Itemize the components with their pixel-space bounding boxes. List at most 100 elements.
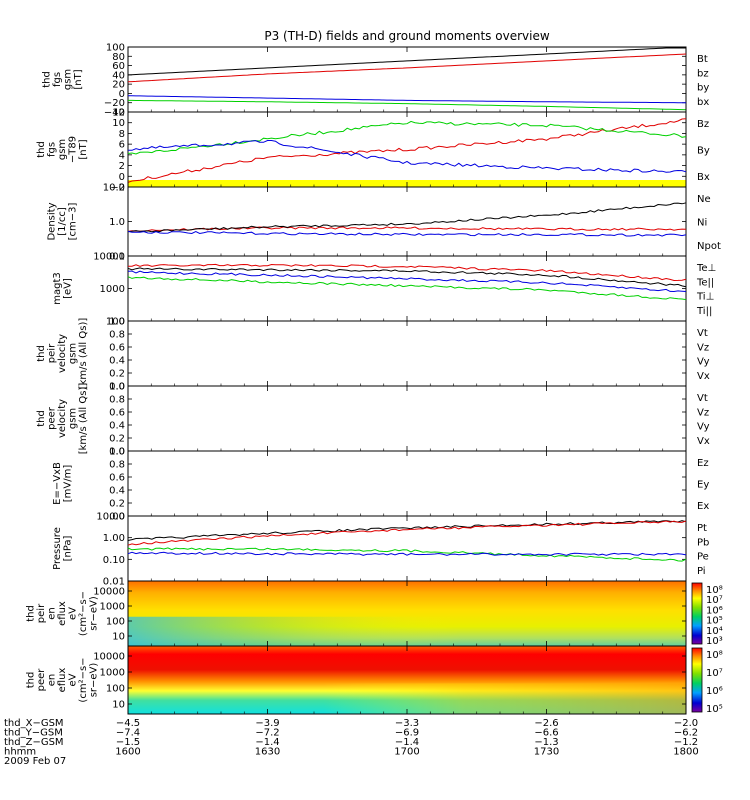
series-density-8 xyxy=(127,202,687,233)
chart-title: P3 (TH-D) fields and ground moments over… xyxy=(264,29,549,43)
y-axis-label: Pressure[nPa] xyxy=(52,527,74,570)
y-tick-label: 100 xyxy=(106,317,125,328)
ephemeris-value: −1.2 xyxy=(674,737,698,748)
legend-entry: Bx xyxy=(697,172,710,183)
ephemeris-value: 1700 xyxy=(394,747,419,758)
y-axis-label: E=−VxB[mV/m] xyxy=(52,462,74,505)
legend-entry: Bt xyxy=(697,54,708,65)
y-tick-label: 10000 xyxy=(93,652,125,663)
y-tick-label: −20 xyxy=(104,98,125,109)
colorbar-label: 10⁵ xyxy=(706,616,723,627)
series-fgs-3 xyxy=(128,95,686,104)
ephemeris-value: −3.9 xyxy=(255,718,279,729)
ephemeris-row-label: thd_Y−GSM xyxy=(4,728,63,739)
legend-entry: By xyxy=(697,146,710,157)
colorbar-label: 10³ xyxy=(706,636,723,647)
legend-entry: Npot xyxy=(697,241,721,252)
y-tick-label: 0.2 xyxy=(109,499,125,510)
series-pressure-17 xyxy=(127,551,687,556)
y-tick-label: 0.2 xyxy=(109,369,125,380)
colorbar-label: 10⁶ xyxy=(706,605,723,616)
y-tick-label: 1000 xyxy=(100,602,125,613)
y-tick-label: 40 xyxy=(112,70,125,81)
ephemeris-row-label: thd_X−GSM xyxy=(4,718,64,729)
panel-frame xyxy=(127,255,687,322)
legend-entry: Pi xyxy=(697,566,706,577)
y-tick-label: 20 xyxy=(112,80,125,91)
ephemeris-value: −7.4 xyxy=(116,728,140,739)
y-axis-label: Density[1/cc][cm−3] xyxy=(47,202,79,240)
series-temperature-12 xyxy=(127,270,687,293)
y-tick-label: 0.0 xyxy=(109,382,125,393)
y-tick-label: 1.00 xyxy=(103,533,125,544)
panel-temperature: 10000 1000 100 magt3[eV] Te⊥ Te|| Ti⊥ Ti|| xyxy=(52,252,717,328)
ephemeris-row-label: hhmm xyxy=(4,747,36,758)
legend-entry: Vt xyxy=(697,328,708,339)
y-tick-label: −40 xyxy=(104,108,125,119)
y-tick-label: 0.0 xyxy=(109,512,125,523)
y-tick-label: 1.0 xyxy=(109,317,125,328)
colorbar-label: 10⁵ xyxy=(706,704,723,715)
y-tick-label: 0.8 xyxy=(109,330,125,341)
y-tick-label: 10.00 xyxy=(96,512,125,523)
y-tick-label: 0.4 xyxy=(109,356,125,367)
y-tick-label: 0.0 xyxy=(109,447,125,458)
y-tick-label: 0.6 xyxy=(109,473,125,484)
series-fgs-1 xyxy=(127,53,687,83)
legend-entry: Ti⊥ xyxy=(696,292,714,303)
y-tick-label: 10 xyxy=(112,700,125,711)
legend-entry: Ex xyxy=(697,501,709,512)
y-tick-label: 1.0 xyxy=(109,382,125,393)
colorbar-label: 10⁸ xyxy=(706,650,723,661)
series-fgs-0 xyxy=(127,47,686,76)
panel-frame xyxy=(127,186,687,257)
y-tick-label: 0.6 xyxy=(109,408,125,419)
series-fgs_t89-6 xyxy=(128,140,687,173)
y-tick-label: 0.6 xyxy=(109,343,125,354)
y-tick-label: 0.4 xyxy=(109,421,125,432)
panel-frame xyxy=(127,450,687,517)
legend-entry: Ni xyxy=(697,218,707,229)
y-tick-label: 100 xyxy=(106,684,125,695)
y-tick-label: 10000 xyxy=(93,587,125,598)
series-pressure-16 xyxy=(127,547,687,562)
legend-entry: bz xyxy=(697,68,709,79)
y-tick-label: 100 xyxy=(106,43,125,54)
ephemeris-value: 1630 xyxy=(255,747,280,758)
ephemeris-value: −6.2 xyxy=(674,728,698,739)
y-tick-label: 1000 xyxy=(100,668,125,679)
series-fgs-2 xyxy=(128,99,687,111)
legend-entry: Ne xyxy=(697,194,711,205)
y-tick-label: 10 xyxy=(112,632,125,643)
ephemeris-row-label: thd_Z−GSM xyxy=(4,737,64,748)
series-fgs_t89-5 xyxy=(127,120,687,155)
series-pressure-15 xyxy=(127,520,687,546)
ephemeris-value: −1.4 xyxy=(255,737,279,748)
y-tick-label: 0.8 xyxy=(109,460,125,471)
legend-entry: Pe xyxy=(697,552,709,563)
x-axis-ephemeris: thd_X−GSM −4.5 −3.9 −3.3 −2.6 −2.0 thd_Y−GSM −7… xyxy=(4,47,699,767)
panel-frame xyxy=(127,320,687,387)
legend-entry: Ti|| xyxy=(696,306,712,317)
series-density-9 xyxy=(127,230,687,237)
y-tick-label: 1.0 xyxy=(109,447,125,458)
y-axis-label: thdpeirenefluxeV(cm²−s−sr−eV) xyxy=(26,591,100,636)
legend-entry: Pt xyxy=(697,523,707,534)
legend-entry: Vz xyxy=(697,342,709,353)
y-axis-label: thdfgsgsm[nT] xyxy=(41,69,84,90)
ephemeris-value: −3.3 xyxy=(395,718,419,729)
y-axis-label: magt3[eV] xyxy=(52,272,74,305)
y-tick-label: 2 xyxy=(119,161,125,172)
panel-efield: 1.0 0.8 0.6 0.4 0.2 0.0 E=−VxB[mV/m] Ez Ey Ex xyxy=(52,447,710,523)
panel-peir_velocity: 1.0 0.8 0.6 0.4 0.2 0.0 thdpeirvelocitygsm[km/… xyxy=(36,317,710,393)
series-density-7 xyxy=(127,226,687,232)
legend-entry: by xyxy=(697,83,709,94)
ephemeris-value: −6.6 xyxy=(534,728,558,739)
panel-density: 10.0 1.0 0.1 Density[1/cc][cm−3] Ne Ni Npot xyxy=(47,183,721,263)
y-axis-label: thdfgsgsm−T89[nT] xyxy=(36,136,89,163)
y-tick-label: 0 xyxy=(119,89,125,100)
ephemeris-value: 1600 xyxy=(115,747,140,758)
